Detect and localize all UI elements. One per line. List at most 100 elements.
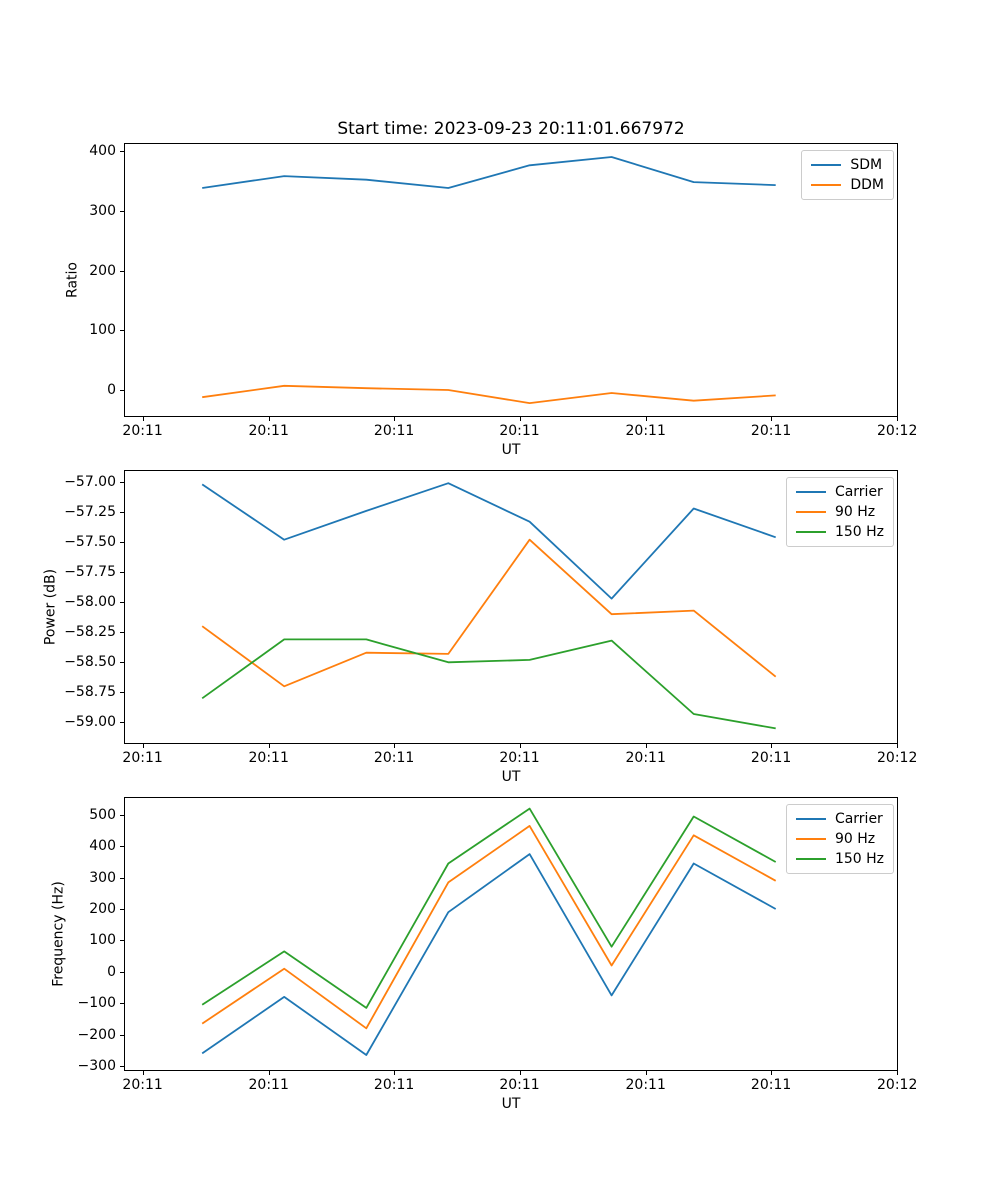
legend: SDM DDM — [801, 150, 894, 200]
y-tick — [120, 572, 124, 574]
x-tick — [142, 417, 144, 421]
y-tick — [120, 1003, 124, 1005]
legend-line-sample — [795, 818, 826, 820]
x-tick-label: 20:11 — [373, 1077, 415, 1093]
x-tick-label: 20:11 — [750, 1077, 792, 1093]
x-tick — [645, 744, 647, 748]
y-tick-label: 200 — [89, 262, 116, 279]
legend-line-sample — [811, 164, 842, 166]
y-tick-label: −58.75 — [64, 684, 116, 701]
legend: Carrier 90 Hz 150 Hz — [785, 804, 894, 874]
legend-line-sample — [795, 858, 826, 860]
y-tick — [120, 482, 124, 483]
x-tick — [268, 417, 270, 421]
x-tick — [897, 744, 899, 748]
x-tick-label: 20:11 — [499, 423, 540, 439]
x-tick-label: 20:11 — [122, 1077, 163, 1093]
legend-label: 90 Hz — [834, 831, 876, 847]
y-tick-label: 0 — [107, 382, 116, 398]
x-tick-label: 20:11 — [750, 750, 792, 766]
x-tick — [771, 744, 773, 748]
x-axis-label: UT — [501, 442, 521, 458]
y-tick-label: −100 — [77, 995, 116, 1012]
legend-item: SDM — [811, 155, 884, 175]
y-axis-label: Frequency (Hz) — [50, 881, 67, 987]
y-tick — [120, 692, 124, 694]
y-tick-label: 300 — [89, 869, 116, 886]
carrier-line — [201, 853, 777, 1056]
y-tick — [120, 210, 124, 212]
x-tick — [394, 1071, 396, 1075]
x-tick-label: 20:11 — [750, 423, 792, 439]
x-tick — [268, 744, 270, 748]
y-tick — [120, 814, 124, 816]
x-tick — [519, 744, 521, 748]
x-tick-label: 20:12 — [877, 423, 918, 439]
y-tick-label: −57.50 — [64, 534, 116, 551]
y-tick — [120, 662, 124, 664]
plot-lines — [201, 807, 777, 1056]
x-tick-label: 20:11 — [122, 750, 163, 766]
frequency-plot: 20:11 20:11 20:11 20:11 20:11 20:11 20:12 500 40… — [51, 797, 917, 1112]
axes-frame — [124, 797, 898, 1071]
150-hz-line — [201, 807, 777, 1009]
legend-item: 90 Hz — [795, 829, 884, 849]
x-tick-label: 20:11 — [248, 1077, 289, 1093]
y-tick-label: 0 — [107, 963, 116, 980]
y-tick — [120, 1034, 124, 1036]
y-tick — [120, 542, 124, 544]
150-hz-line — [201, 638, 776, 730]
y-tick-label: −57.75 — [64, 564, 116, 581]
plot-lines — [202, 156, 776, 405]
90-hz-line — [201, 824, 777, 1030]
y-axis-label: Ratio — [64, 262, 81, 298]
legend-line-sample — [795, 491, 826, 493]
y-tick — [120, 632, 124, 634]
90-hz-line — [201, 538, 777, 688]
legend-line-sample — [795, 531, 826, 533]
x-tick-label: 20:11 — [248, 423, 289, 439]
x-tick — [142, 1071, 144, 1075]
legend-line-sample — [795, 838, 826, 840]
x-tick-label: 20:12 — [877, 750, 918, 766]
legend-label: 150 Hz — [834, 524, 884, 540]
x-tick — [519, 1071, 521, 1075]
x-tick — [771, 417, 773, 421]
y-tick — [120, 270, 124, 272]
carrier-line — [201, 482, 776, 600]
x-tick-label: 20:11 — [499, 750, 540, 766]
y-tick — [120, 1066, 124, 1067]
y-tick-label: 200 — [89, 901, 116, 917]
y-tick — [120, 722, 124, 724]
x-tick-label: 20:11 — [122, 423, 163, 439]
y-tick-label: 400 — [89, 838, 116, 855]
x-tick — [897, 1071, 899, 1075]
y-tick-label: −59.00 — [64, 714, 116, 731]
legend-line-sample — [795, 511, 826, 513]
y-tick — [120, 390, 124, 391]
x-tick-label: 20:11 — [248, 750, 289, 766]
ddm-line — [202, 384, 776, 405]
y-tick-label: 300 — [89, 202, 116, 219]
y-tick-label: −300 — [77, 1058, 116, 1074]
x-tick-label: 20:11 — [373, 750, 415, 766]
legend-line-sample — [811, 184, 842, 186]
y-tick-label: −58.00 — [64, 594, 116, 611]
x-tick-label: 20:11 — [625, 750, 666, 766]
y-tick-label: −57.25 — [64, 504, 116, 521]
axes-frame — [124, 470, 898, 744]
x-tick — [645, 417, 647, 421]
x-tick — [394, 417, 396, 421]
y-tick-label: 400 — [89, 143, 116, 159]
y-tick-label: −58.25 — [64, 624, 116, 641]
figure-title: Start time: 2023-09-23 20:11:01.667972 — [337, 119, 685, 139]
legend-label: 150 Hz — [834, 851, 884, 867]
legend-item: Carrier — [795, 482, 884, 502]
legend-label: DDM — [850, 177, 884, 193]
x-tick — [897, 417, 899, 421]
y-tick-label: −57.00 — [64, 474, 116, 490]
legend-item: DDM — [811, 175, 884, 195]
y-tick-label: −200 — [77, 1026, 116, 1043]
y-tick — [120, 877, 124, 879]
